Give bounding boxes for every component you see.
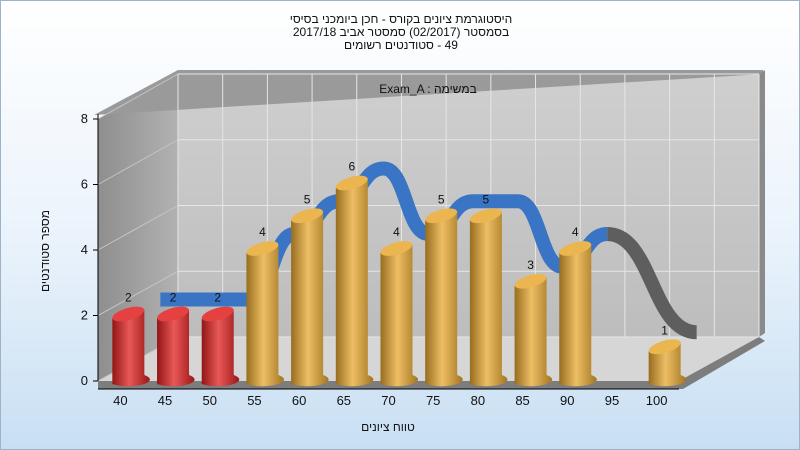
chart-annotation: Exam_A : במשימה xyxy=(379,82,477,96)
bar xyxy=(648,339,687,387)
x-tick-label: 80 xyxy=(471,393,485,408)
bar xyxy=(380,241,419,387)
bar-body xyxy=(425,211,463,387)
bar-top xyxy=(157,306,189,322)
gridline-wall xyxy=(97,73,179,120)
bar-top xyxy=(425,208,458,224)
bar-body xyxy=(335,178,374,387)
x-axis-title: טווח ציונים xyxy=(361,420,415,434)
data-label: 5 xyxy=(483,192,490,206)
x-tick-label: 100 xyxy=(646,393,668,408)
x-tick-label: 50 xyxy=(202,393,216,408)
bar-body xyxy=(291,211,329,387)
data-label: 3 xyxy=(527,258,534,272)
chart-title: היסטוגרמת ציונים בקורס - חכן ביומכני בסי… xyxy=(289,12,513,26)
data-label: 4 xyxy=(572,225,579,239)
x-tick-label: 60 xyxy=(292,393,306,408)
bar xyxy=(469,208,508,387)
x-tick-label: 85 xyxy=(515,393,529,408)
bar xyxy=(112,306,150,387)
x-tick-label: 95 xyxy=(605,393,619,408)
data-label: 2 xyxy=(125,291,132,305)
bar-top xyxy=(335,175,368,191)
y-tick-label: 6 xyxy=(81,177,88,192)
bar-top xyxy=(201,306,234,322)
bar-body xyxy=(157,309,195,387)
bar-top xyxy=(469,208,502,224)
x-tick-label: 40 xyxy=(113,393,127,408)
data-label: 5 xyxy=(304,192,311,206)
bar-body xyxy=(514,276,553,387)
x-tick-label: 70 xyxy=(381,393,395,408)
bar-top xyxy=(112,306,145,322)
x-tick-label: 90 xyxy=(560,393,574,408)
data-label: 2 xyxy=(170,291,177,305)
top-rim xyxy=(94,70,763,115)
y-tick-label: 2 xyxy=(81,308,88,323)
x-tick-label: 65 xyxy=(337,393,351,408)
bar-top xyxy=(514,273,547,289)
data-label: 5 xyxy=(438,192,445,206)
bar xyxy=(246,241,284,387)
y-tick-label: 8 xyxy=(81,111,88,126)
bar xyxy=(291,208,329,387)
x-tick-label: 55 xyxy=(247,393,261,408)
data-label: 4 xyxy=(259,225,266,239)
chart-subtitle-semester: בסמסטר (02/2017) סמסטר אביב 2017/18 xyxy=(292,25,510,39)
bar-top xyxy=(380,241,413,256)
bar-body xyxy=(380,244,419,387)
data-label: 4 xyxy=(393,225,400,239)
y-axis-title: מספר סטודנטים xyxy=(38,210,52,292)
bar-body xyxy=(559,244,597,387)
bar-top xyxy=(559,241,592,256)
bar xyxy=(201,306,240,387)
gridline-wall xyxy=(97,205,179,251)
gridline-wall xyxy=(97,270,179,316)
chart-subtitle-students: 49 - סטודנטים רשומים xyxy=(344,38,458,52)
bar xyxy=(425,208,463,387)
bar-top xyxy=(291,208,324,224)
gridline-wall xyxy=(97,139,179,185)
bar-body xyxy=(112,309,150,387)
x-tick-label: 75 xyxy=(426,393,440,408)
bar xyxy=(335,175,374,387)
bar-top xyxy=(648,339,681,355)
bar-body xyxy=(201,309,240,387)
bar xyxy=(559,241,597,387)
bar-body xyxy=(246,244,284,387)
y-tick-label: 4 xyxy=(81,242,88,257)
bar xyxy=(514,273,553,387)
bar xyxy=(157,306,195,387)
y-tick-label: 0 xyxy=(81,373,88,388)
data-label: 6 xyxy=(348,160,355,174)
bar-top xyxy=(246,241,279,256)
series-ribbon-tail xyxy=(606,227,698,340)
data-label: 2 xyxy=(214,291,221,305)
bar-body xyxy=(469,211,508,387)
right-edge xyxy=(759,70,765,337)
data-label: 1 xyxy=(661,323,668,337)
x-tick-label: 45 xyxy=(158,393,172,408)
